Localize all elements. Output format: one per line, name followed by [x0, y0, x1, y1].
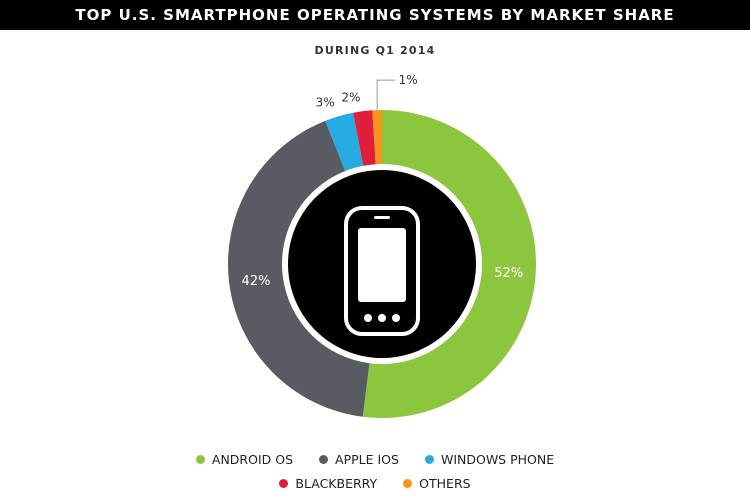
- legend-item-windows-phone: WINDOWS PHONE: [424, 452, 555, 467]
- legend-swatch-windows-phone: [424, 455, 434, 464]
- legend-swatch-others: [403, 479, 413, 488]
- data-label-blackberry: 2%: [341, 90, 360, 104]
- smartphone-icon: [344, 206, 420, 336]
- legend-swatch-android: [195, 455, 205, 464]
- slice-apple-ios: [227, 120, 370, 417]
- legend-item-android: ANDROID OS: [195, 452, 294, 467]
- legend-label-apple-ios: APPLE IOS: [335, 452, 399, 467]
- title-bar: TOP U.S. SMARTPHONE OPERATING SYSTEMS BY…: [0, 0, 750, 30]
- legend-item-blackberry: BLACKBERRY: [279, 476, 377, 491]
- legend-swatch-apple-ios: [319, 455, 329, 464]
- legend-label-blackberry: BLACKBERRY: [295, 476, 378, 491]
- slice-others: [372, 110, 382, 165]
- slice-android-os: [362, 110, 536, 418]
- legend-swatch-blackberry: [279, 479, 289, 488]
- slice-windows-phone: [325, 112, 364, 172]
- leader-line-others: [376, 79, 396, 111]
- data-label-windows-phone: 3%: [316, 96, 335, 110]
- chart-subtitle: DURING Q1 2014: [314, 44, 436, 57]
- legend-label-others: OTHERS: [419, 476, 471, 491]
- data-label-others: 1%: [399, 73, 418, 87]
- data-label-android-os: 52%: [494, 266, 523, 281]
- legend-label-android: ANDROID OS: [211, 452, 294, 467]
- donut-chart: 52% 42% 3% 2% 1%: [227, 73, 536, 418]
- slice-blackberry: [353, 110, 376, 166]
- chart-title: TOP U.S. SMARTPHONE OPERATING SYSTEMS BY…: [75, 6, 675, 24]
- legend-item-apple-ios: APPLE IOS: [319, 452, 399, 467]
- legend-row-2: BLACKBERRY OTHERS: [0, 476, 750, 491]
- data-label-apple-ios: 42%: [242, 274, 271, 289]
- legend-row-1: ANDROID OS APPLE IOS WINDOWS PHONE: [0, 452, 750, 467]
- legend-label-windows-phone: WINDOWS PHONE: [440, 452, 555, 467]
- legend-item-others: OTHERS: [403, 476, 471, 491]
